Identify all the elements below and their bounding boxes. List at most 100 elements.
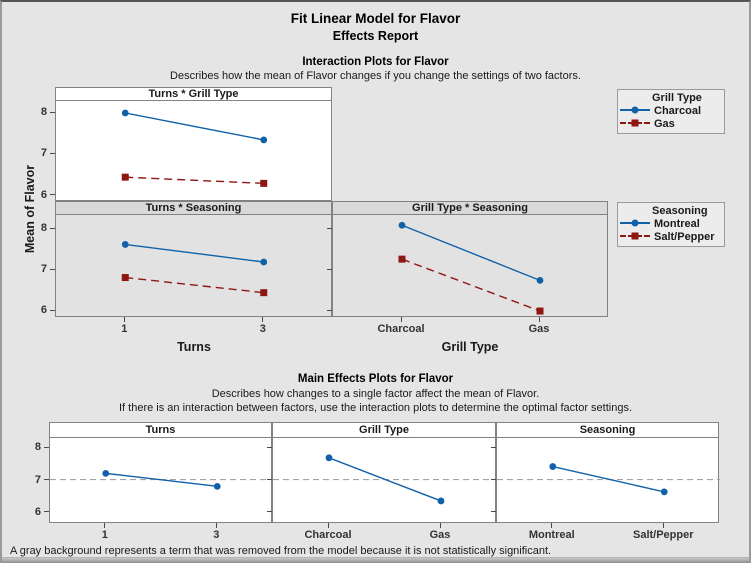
y-tick-mark xyxy=(327,309,332,311)
legend-title: Grill Type xyxy=(652,92,702,104)
x-tick-label: 1 xyxy=(101,529,108,541)
y-tick-mark xyxy=(44,479,49,480)
y-tick-label: 7 xyxy=(34,473,41,486)
panel-canvas-main-turns xyxy=(50,469,273,490)
charcoal-series-swatch xyxy=(620,106,650,115)
panel-plot-main-grill-type[interactable] xyxy=(272,437,497,523)
data-point-square xyxy=(398,255,406,263)
x-tick-mark xyxy=(215,523,217,528)
montreal-series-swatch xyxy=(620,219,650,228)
x-tick-mark xyxy=(551,523,553,528)
y-tick-mark xyxy=(50,194,55,196)
main-effects-description-2: If there is an interaction between facto… xyxy=(119,402,632,414)
y-tick-mark xyxy=(44,446,49,448)
legend-marker-square xyxy=(631,119,639,127)
y-tick-mark xyxy=(491,479,496,480)
data-point-square xyxy=(260,179,268,187)
x-tick-mark xyxy=(662,523,664,528)
series-line-Montreal xyxy=(125,243,264,263)
legend-item-label: Charcoal xyxy=(654,104,702,117)
data-point-circle xyxy=(437,497,445,505)
series-line-Salt/Pepper xyxy=(125,276,264,294)
y-tick-label: 8 xyxy=(34,441,41,454)
panel-plot-main-turns[interactable] xyxy=(49,437,273,523)
y-tick-mark xyxy=(44,511,49,513)
data-point-circle xyxy=(549,463,557,470)
y-tick-mark xyxy=(327,227,332,229)
data-point-circle xyxy=(102,469,110,477)
data-point-circle xyxy=(121,109,129,117)
y-tick-label: 6 xyxy=(34,505,41,518)
legend-grill-type[interactable]: Grill Type Charcoal Gas xyxy=(617,89,725,134)
y-tick-mark xyxy=(267,446,272,448)
panel-title-turns-grill-type: Turns * Grill Type xyxy=(55,87,332,101)
legend-marker-circle xyxy=(631,106,639,114)
panel-plot-turns-seasoning[interactable] xyxy=(55,214,332,317)
legend-marker-square xyxy=(631,232,639,240)
data-point-square xyxy=(536,307,544,315)
y-tick-label: 8 xyxy=(40,106,47,118)
x-tick-mark xyxy=(439,523,441,528)
panel-canvas-turns-grill-type xyxy=(121,109,268,187)
series-line-Charcoal xyxy=(125,112,264,141)
y-tick-label: 7 xyxy=(40,263,47,276)
legend-item: Montreal xyxy=(620,217,722,230)
panel-title-grill-type-seasoning: Grill Type * Seasoning xyxy=(332,201,608,215)
y-tick-mark xyxy=(50,309,55,311)
panel-canvas-turns-seasoning xyxy=(121,241,268,297)
x-tick-mark xyxy=(400,317,402,322)
x-tick-label: 1 xyxy=(121,323,128,335)
data-point-circle xyxy=(260,136,268,144)
y-tick-mark xyxy=(267,511,272,513)
y-tick-mark xyxy=(327,268,332,270)
x-tick-mark xyxy=(104,523,106,528)
panel-canvas-main-seasoning xyxy=(497,463,720,496)
legend-marker-circle xyxy=(631,219,639,227)
x-tick-label: 3 xyxy=(213,529,220,541)
series-line-Montreal xyxy=(401,224,541,282)
y-axis-title: Mean of Flavor xyxy=(23,164,37,254)
y-tick-mark xyxy=(491,446,496,448)
x-tick-mark xyxy=(262,317,264,322)
series-line-main-turns xyxy=(105,472,218,488)
y-tick-mark xyxy=(50,111,55,113)
series-line-main-seasoning xyxy=(552,465,665,493)
data-point-circle xyxy=(121,241,129,248)
data-point-circle xyxy=(660,488,668,496)
y-tick-mark xyxy=(491,511,496,513)
series-line-Salt/Pepper xyxy=(401,258,541,312)
x-tick-label: Gas xyxy=(528,323,550,335)
x-tick-label: 3 xyxy=(259,323,266,335)
main-effects-description-1: Describes how changes to a single factor… xyxy=(211,388,540,400)
data-point-circle xyxy=(260,258,268,266)
x-tick-label: Charcoal xyxy=(377,323,425,335)
legend-item-label: Gas xyxy=(654,117,675,130)
x-tick-label: Montreal xyxy=(528,529,575,541)
data-point-circle xyxy=(398,221,406,229)
gray-background-footnote: A gray background represents a term that… xyxy=(10,545,552,557)
panel-plot-main-seasoning[interactable] xyxy=(496,437,720,523)
report-subtitle: Effects Report xyxy=(332,29,419,43)
y-tick-mark xyxy=(50,152,55,154)
data-point-square xyxy=(260,289,268,297)
series-line-Gas xyxy=(125,176,264,185)
panel-plot-turns-grill-type[interactable] xyxy=(55,100,332,201)
legend-item: Charcoal xyxy=(620,104,722,117)
legend-item: Salt/Pepper xyxy=(620,230,722,243)
x-tick-label: Charcoal xyxy=(304,529,352,541)
y-tick-mark xyxy=(267,479,272,480)
y-tick-mark xyxy=(50,227,55,229)
data-point-square xyxy=(121,274,129,282)
legend-seasoning[interactable]: Seasoning Montreal Salt/Pepper xyxy=(617,202,725,247)
data-point-circle xyxy=(536,276,544,284)
panel-plot-grill-type-seasoning[interactable] xyxy=(332,214,608,317)
x-tick-mark xyxy=(123,317,125,322)
legend-title: Seasoning xyxy=(652,205,708,217)
legend-item-label: Salt/Pepper xyxy=(654,230,715,243)
x-tick-mark xyxy=(538,317,540,322)
gas-series-swatch xyxy=(620,119,650,128)
y-tick-label: 8 xyxy=(40,222,47,235)
interaction-plots-description: Describes how the mean of Flavor changes… xyxy=(170,70,581,82)
interaction-plots-title: Interaction Plots for Flavor xyxy=(302,56,449,68)
